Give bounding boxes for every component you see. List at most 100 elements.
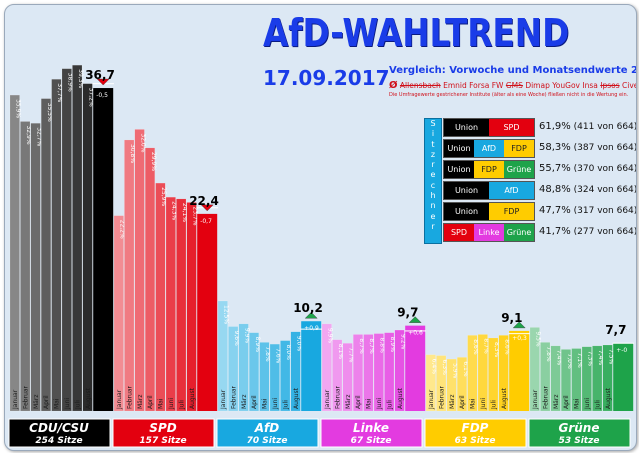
month-label: August	[293, 387, 300, 409]
bar-value-label: 9,6%	[233, 331, 240, 347]
month-label: Januar	[220, 389, 227, 410]
bar-cdu-Januar	[9, 94, 20, 412]
month-label: August	[189, 387, 196, 409]
bar-spd-Mai	[155, 182, 166, 412]
bar-value-label: 8,6%	[472, 339, 479, 355]
bar-gruene-August	[602, 344, 613, 412]
bar-value-label: 8,7%	[358, 338, 365, 354]
sitzrechner-letter: z	[430, 149, 436, 159]
bar-current-gruene	[613, 343, 634, 411]
month-label: Mai	[470, 398, 477, 409]
bar-afd-März	[238, 323, 249, 412]
trend-up-icon	[408, 316, 422, 323]
month-label: März	[553, 395, 560, 409]
bar-current-afd	[301, 321, 322, 411]
month-label: April	[563, 395, 570, 409]
coalition-seats: (370 von 664)	[570, 164, 637, 174]
bar-spd-Juni	[165, 196, 176, 412]
bar-value-label: 37,7%	[56, 83, 63, 102]
party-label-box	[216, 418, 319, 448]
party-name-spd: SPD	[149, 421, 176, 435]
party-label-box	[320, 418, 423, 448]
bar-afd-Mai	[259, 342, 270, 412]
month-label: April	[251, 395, 258, 409]
bar-afd-Januar	[217, 300, 228, 412]
month-label: Februar	[126, 385, 133, 409]
current-value-spd: 22,4	[189, 194, 219, 208]
bar-value-label: 29,9%	[150, 152, 157, 171]
bar-value-label: 8,1%	[337, 344, 344, 360]
month-label: Juni	[376, 398, 383, 410]
party-name-gruene: Grüne	[559, 421, 600, 435]
bar-gruene-Februar	[540, 342, 551, 412]
coalition-row: Union AfD	[443, 181, 535, 200]
month-label: Juli	[594, 400, 601, 410]
bar-value-label: 32,7%	[35, 127, 42, 146]
bar-spd-März	[134, 129, 145, 412]
month-label: Februar	[438, 385, 445, 409]
bar-value-label: 7,6%	[275, 348, 282, 364]
bar-current-cdu	[93, 88, 114, 411]
month-label: Mai	[158, 398, 165, 409]
party-name-fdp: FDP	[462, 421, 489, 435]
infographic-frame: 35,9% Januar 32,9% Februar 32,7% März 35,5% Apr…	[4, 4, 637, 451]
bar-value-label: 9,0%	[295, 336, 302, 352]
coalition-party: Union	[444, 140, 474, 157]
bar-fdp-August	[498, 335, 509, 412]
bar-linke-August	[394, 329, 405, 412]
coalition-party: FDP	[489, 203, 534, 220]
bar-spd-Januar	[113, 215, 124, 412]
party-name-linke: Linke	[353, 421, 389, 435]
coalition-percent: 48,8%	[539, 184, 571, 195]
bar-spd-April	[144, 147, 155, 412]
sitzrechner-letter: e	[430, 170, 436, 180]
bar-current-linke	[405, 325, 426, 411]
coalition-party: Union	[444, 119, 489, 136]
current-value-gruene: 7,7	[605, 323, 626, 337]
bar-linke-Januar	[321, 323, 332, 412]
bar-fdp-Juli	[488, 337, 499, 412]
bar-cdu-August	[82, 83, 93, 412]
bar-afd-Juni	[269, 343, 280, 412]
bar-value-label: 7,8%	[264, 346, 271, 362]
bar-value-label: 7,4%	[597, 350, 604, 366]
coalition-percent: 47,7%	[539, 205, 571, 216]
coalition-row: Union FDP Grüne	[443, 160, 535, 179]
month-label: April	[355, 395, 362, 409]
bar-value-label: 30,8%	[129, 144, 136, 163]
coalition-result: 41,7% (277 von 664)	[539, 223, 636, 241]
party-seats-cdu: 254 Sitze	[35, 436, 82, 446]
bar-value-label: 7,4%	[555, 350, 562, 366]
month-label: Februar	[542, 385, 549, 409]
month-label: Juni	[584, 398, 591, 410]
bar-value-label: 8,6%	[503, 339, 510, 355]
bar-value-label: 8,7%	[483, 338, 490, 354]
bar-cdu-Juli	[72, 64, 83, 412]
month-label: Mai	[366, 398, 373, 409]
bar-value-label: 7,1%	[576, 353, 583, 369]
footnote: Die Umfragewerte gestrichener Institute …	[389, 92, 629, 98]
change-value-linke: +0,6	[408, 330, 423, 337]
change-value-spd: -0,7	[200, 218, 212, 225]
month-label: August	[85, 387, 92, 409]
prev-week-marker	[300, 328, 322, 330]
trend-up-icon	[512, 321, 526, 329]
coalition-row: SPD Linke Grüne	[443, 223, 535, 242]
party-label-box	[528, 418, 631, 448]
coalition-row: Union AfD FDP	[443, 139, 535, 158]
coalition-percent: 41,7%	[539, 226, 571, 237]
trend-down-icon	[200, 204, 214, 212]
bar-spd-Februar	[124, 139, 135, 412]
change-value-gruene: +-0	[616, 347, 627, 354]
institutes-list: Dimap YouGov Insa	[525, 81, 598, 90]
sitzrechner-letter: r	[431, 160, 435, 170]
bar-linke-Februar	[332, 339, 343, 412]
coalition-party: Union	[444, 182, 489, 199]
current-value-linke: 9,7	[397, 306, 418, 320]
institutes-list: Emnid Forsa FW	[443, 81, 504, 90]
party-seats-afd: 70 Sitze	[247, 436, 288, 446]
month-label: April	[459, 395, 466, 409]
sitzrechner-letter: n	[430, 201, 436, 211]
month-label: Februar	[334, 385, 341, 409]
coalition-result: 58,3% (387 von 664)	[539, 139, 636, 157]
